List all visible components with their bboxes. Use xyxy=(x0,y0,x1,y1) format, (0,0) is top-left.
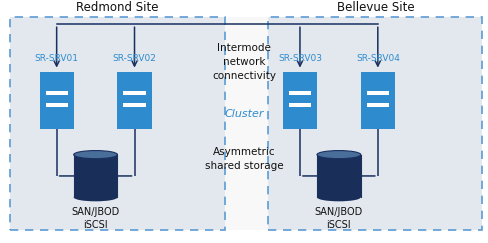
Text: Intermode
network
connectivity: Intermode network connectivity xyxy=(212,43,276,81)
Bar xyxy=(123,103,145,107)
Text: SAN/JBOD
iSCSI: SAN/JBOD iSCSI xyxy=(315,207,363,230)
Bar xyxy=(367,103,389,107)
Bar xyxy=(205,17,283,230)
Bar xyxy=(40,72,74,129)
Text: SR-SRV03: SR-SRV03 xyxy=(278,54,322,63)
Bar xyxy=(118,72,152,129)
Bar xyxy=(361,72,395,129)
Ellipse shape xyxy=(74,193,118,201)
Text: Bellevue Site: Bellevue Site xyxy=(337,1,414,14)
Text: SAN/JBOD
iSCSI: SAN/JBOD iSCSI xyxy=(71,207,120,230)
Text: SR-SRV04: SR-SRV04 xyxy=(356,54,400,63)
Bar xyxy=(317,155,361,197)
Text: SR-SRV01: SR-SRV01 xyxy=(35,54,79,63)
Ellipse shape xyxy=(317,193,361,201)
Text: SR-SRV02: SR-SRV02 xyxy=(113,54,157,63)
Bar xyxy=(283,72,317,129)
Bar xyxy=(123,91,145,95)
Bar xyxy=(367,91,389,95)
Bar xyxy=(74,155,118,197)
Ellipse shape xyxy=(74,151,118,159)
Bar xyxy=(45,103,68,107)
Text: Asymmetric
shared storage: Asymmetric shared storage xyxy=(204,147,284,171)
Bar xyxy=(289,91,311,95)
Bar xyxy=(289,103,311,107)
FancyBboxPatch shape xyxy=(268,17,483,230)
Bar xyxy=(45,91,68,95)
FancyBboxPatch shape xyxy=(10,17,224,230)
Text: Redmond Site: Redmond Site xyxy=(76,1,159,14)
Ellipse shape xyxy=(317,151,361,159)
Text: Cluster: Cluster xyxy=(224,109,264,119)
